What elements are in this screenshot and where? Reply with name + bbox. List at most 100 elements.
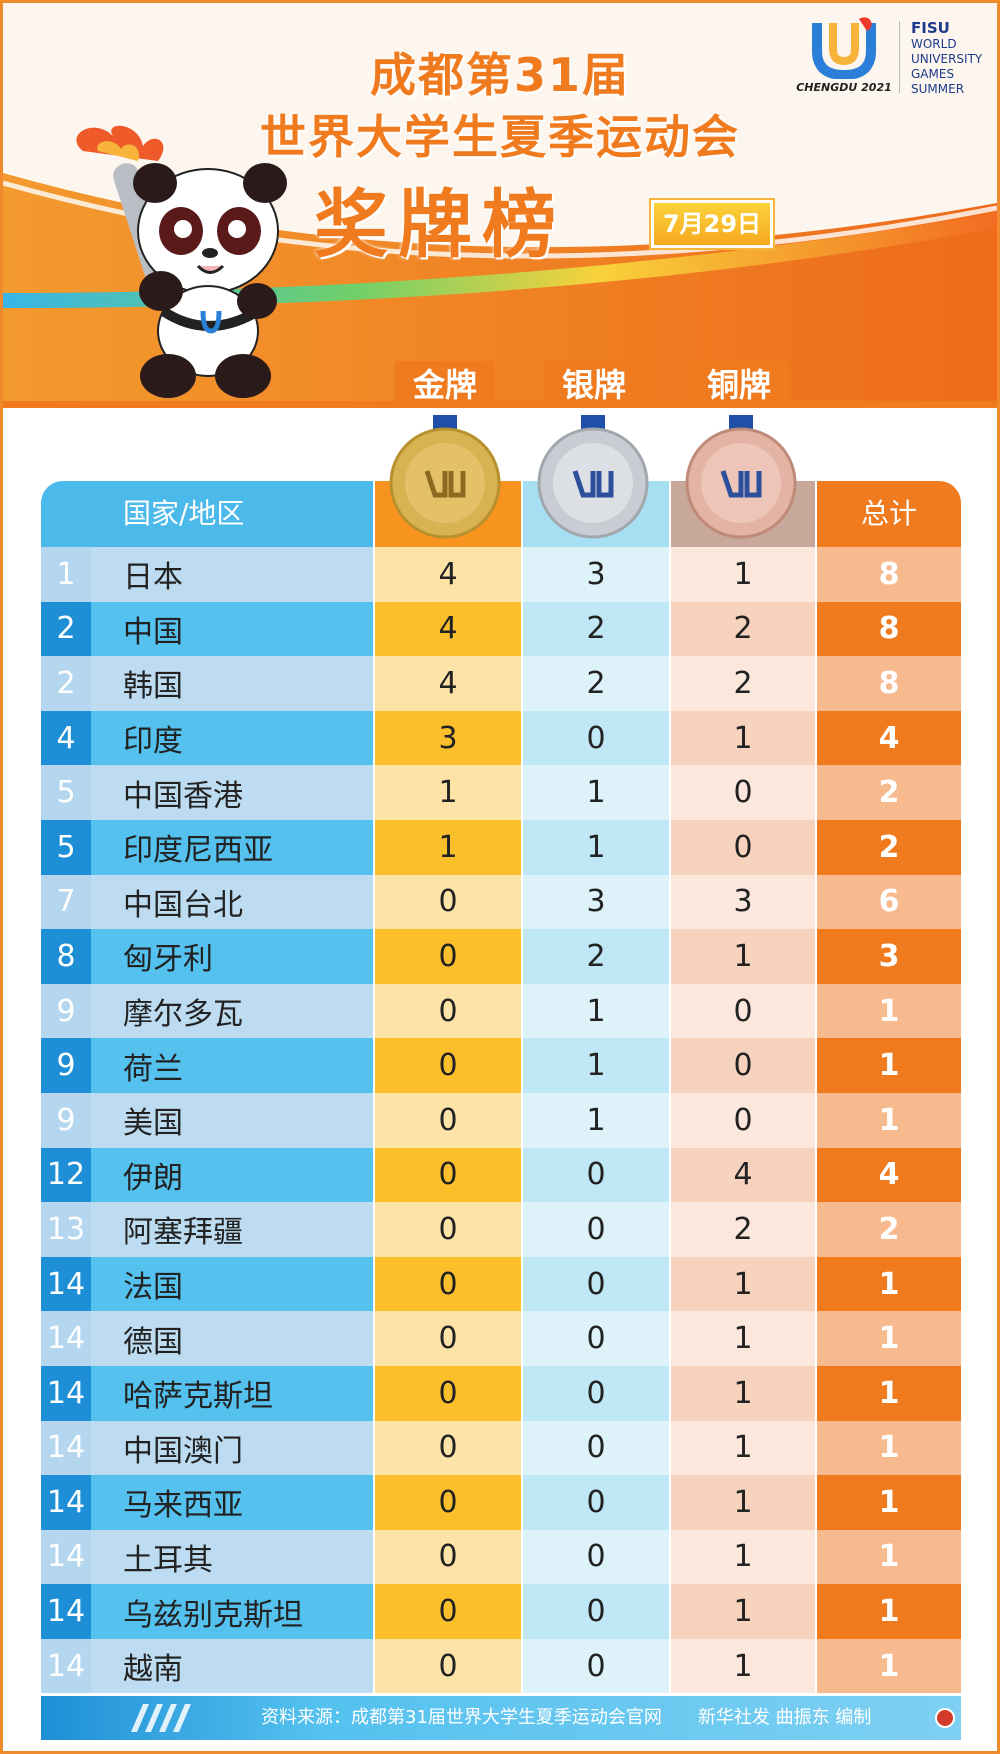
rank-cell: 14 xyxy=(41,1475,91,1530)
gold-cell: 1 xyxy=(375,819,521,875)
total-cell: 1 xyxy=(817,1638,961,1694)
gold-cell: 0 xyxy=(375,1420,521,1476)
country-cell: 荷兰 xyxy=(91,1038,373,1093)
logo-city-text: CHENGDU 2021 xyxy=(796,81,892,94)
gold-cell: 4 xyxy=(375,656,521,711)
bronze-cell: 0 xyxy=(671,983,815,1039)
rank-cell: 9 xyxy=(41,1038,91,1093)
rank-cell: 14 xyxy=(41,1529,91,1585)
source-credit: 资料来源：成都第31届世界大学生夏季运动会官网 新华社发 曲振东 编制 xyxy=(261,1707,872,1728)
silver-cell: 0 xyxy=(523,1147,669,1203)
bronze-tab: 铜牌 xyxy=(689,361,789,408)
bronze-cell: 1 xyxy=(671,547,815,602)
panda-mascot-icon xyxy=(76,125,287,398)
table-row: 9 荷兰 0 1 0 1 xyxy=(41,1038,961,1093)
header-total: 总计 xyxy=(817,481,961,547)
total-cell: 1 xyxy=(817,1311,961,1366)
silver-cell: 1 xyxy=(523,765,669,820)
stripes-icon xyxy=(131,1704,191,1732)
rank-cell: 1 xyxy=(41,547,91,602)
country-cell: 阿塞拜疆 xyxy=(91,1202,373,1257)
country-cell: 摩尔多瓦 xyxy=(91,983,373,1039)
total-cell: 2 xyxy=(817,1202,961,1257)
date-badge: 7月29日 xyxy=(649,198,775,250)
country-cell: 德国 xyxy=(91,1311,373,1366)
rank-cell: 5 xyxy=(41,765,91,820)
bronze-cell: 4 xyxy=(671,1147,815,1203)
gold-cell: 0 xyxy=(375,1147,521,1203)
total-cell: 8 xyxy=(817,656,961,711)
total-cell: 1 xyxy=(817,1584,961,1639)
total-cell: 1 xyxy=(817,1529,961,1585)
logo-subtitle: WORLD UNIVERSITY GAMES SUMMER xyxy=(911,37,982,97)
total-cell: 2 xyxy=(817,765,961,820)
total-cell: 1 xyxy=(817,983,961,1039)
table-row: 2 中国 4 2 2 8 xyxy=(41,601,961,657)
silver-cell: 0 xyxy=(523,1529,669,1585)
total-cell: 8 xyxy=(817,601,961,657)
gold-cell: 0 xyxy=(375,1256,521,1312)
country-cell: 中国 xyxy=(91,601,373,657)
table-row: 9 美国 0 1 0 1 xyxy=(41,1092,961,1148)
logo-sub-line: WORLD xyxy=(911,37,957,51)
total-cell: 3 xyxy=(817,929,961,984)
silver-cell: 0 xyxy=(523,1311,669,1366)
silver-cell: 3 xyxy=(523,547,669,602)
bronze-cell: 1 xyxy=(671,929,815,984)
gold-cell: 0 xyxy=(375,1365,521,1421)
silver-cell: 0 xyxy=(523,710,669,766)
title-main: 奖牌榜 xyxy=(314,182,566,268)
country-cell: 越南 xyxy=(91,1638,373,1694)
country-cell: 马来西亚 xyxy=(91,1475,373,1530)
rank-cell: 8 xyxy=(41,929,91,984)
silver-cell: 0 xyxy=(523,1584,669,1639)
table-body: 1 日本 4 3 1 8 2 中国 4 2 2 8 2 韩国 4 2 2 8 4 印度 3 0 1 4 5 中国香港 1 1 0 2 5 印度… xyxy=(41,547,961,1694)
bronze-cell: 2 xyxy=(671,1202,815,1257)
table-row: 14 乌兹别克斯坦 0 0 1 1 xyxy=(41,1584,961,1639)
bronze-cell: 0 xyxy=(671,819,815,875)
title-line-2: 世界大学生夏季运动会 xyxy=(260,110,740,164)
table-row: 14 越南 0 0 1 1 xyxy=(41,1638,961,1694)
gold-cell: 1 xyxy=(375,765,521,820)
country-cell: 伊朗 xyxy=(91,1147,373,1203)
rank-cell: 14 xyxy=(41,1638,91,1694)
table-row: 7 中国台北 0 3 3 6 xyxy=(41,874,961,930)
total-cell: 8 xyxy=(817,547,961,602)
total-cell: 1 xyxy=(817,1038,961,1093)
table-row: 4 印度 3 0 1 4 xyxy=(41,710,961,766)
silver-cell: 3 xyxy=(523,874,669,930)
silver-cell: 1 xyxy=(523,819,669,875)
table-row: 14 德国 0 0 1 1 xyxy=(41,1311,961,1366)
rank-cell: 4 xyxy=(41,710,91,766)
logo-sub-line: SUMMER xyxy=(911,82,965,96)
gold-cell: 0 xyxy=(375,1638,521,1694)
silver-tab: 银牌 xyxy=(544,361,644,408)
table-row: 8 匈牙利 0 2 1 3 xyxy=(41,929,961,984)
bronze-cell: 1 xyxy=(671,1256,815,1312)
table-row: 2 韩国 4 2 2 8 xyxy=(41,656,961,711)
bronze-cell: 1 xyxy=(671,1365,815,1421)
table-row: 12 伊朗 0 0 4 4 xyxy=(41,1147,961,1203)
silver-cell: 0 xyxy=(523,1475,669,1530)
bronze-cell: 1 xyxy=(671,1475,815,1530)
logo-sub-line: UNIVERSITY xyxy=(911,52,983,66)
silver-cell: 2 xyxy=(523,929,669,984)
silver-cell: 0 xyxy=(523,1365,669,1421)
table-row: 14 土耳其 0 0 1 1 xyxy=(41,1529,961,1585)
total-cell: 1 xyxy=(817,1365,961,1421)
gold-cell: 0 xyxy=(375,1092,521,1148)
bronze-cell: 1 xyxy=(671,1638,815,1694)
country-cell: 中国香港 xyxy=(91,765,373,820)
gold-cell: 0 xyxy=(375,1529,521,1585)
table-row: 13 阿塞拜疆 0 0 2 2 xyxy=(41,1202,961,1257)
rank-cell: 9 xyxy=(41,983,91,1039)
country-cell: 中国台北 xyxy=(91,874,373,930)
bronze-cell: 1 xyxy=(671,1584,815,1639)
title-line-1: 成都第31届 xyxy=(369,48,630,102)
gold-cell: 0 xyxy=(375,929,521,984)
rank-cell: 14 xyxy=(41,1584,91,1639)
country-cell: 美国 xyxy=(91,1092,373,1148)
rank-cell: 12 xyxy=(41,1147,91,1203)
silver-cell: 1 xyxy=(523,983,669,1039)
table-row: 14 中国澳门 0 0 1 1 xyxy=(41,1420,961,1476)
